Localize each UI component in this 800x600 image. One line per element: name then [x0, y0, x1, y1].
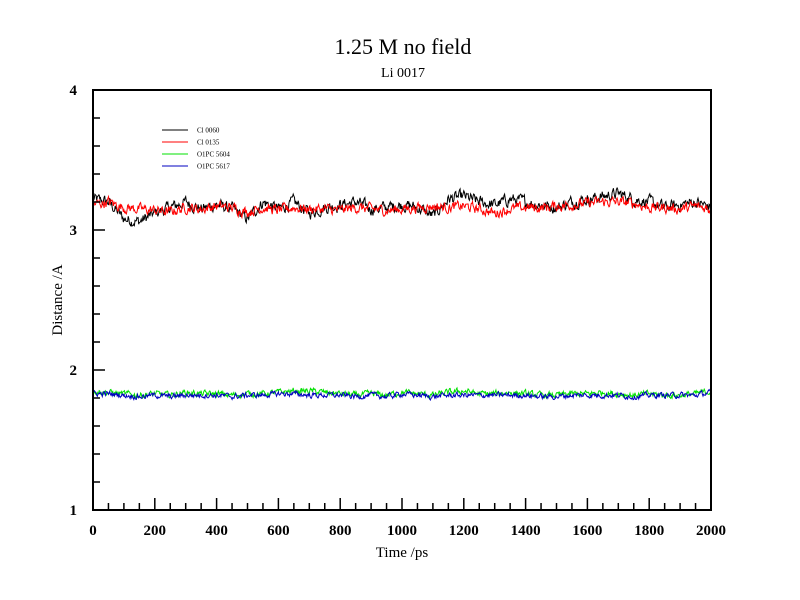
y-tick-label: 1: [70, 503, 78, 519]
x-axis-label: Time /ps: [376, 545, 429, 561]
y-tick-label: 3: [70, 223, 78, 239]
series-line-2: [92, 194, 712, 220]
chart-subtitle: Li 0017: [381, 66, 425, 81]
x-tick-label: 2000: [696, 523, 726, 539]
y-axis-label: Distance /A: [50, 264, 66, 335]
x-tick-label: 1200: [449, 523, 479, 539]
x-tick-label: 200: [144, 523, 167, 539]
x-tick-label: 1400: [511, 523, 541, 539]
x-tick-label: 600: [267, 523, 290, 539]
x-tick-label: 400: [205, 523, 228, 539]
x-tick-label: 800: [329, 523, 352, 539]
tick-labels-layer: 0 200 400 600 800 1000 1200 1400 1600 1800 2000 1 2 3…: [70, 83, 727, 539]
x-tick-label: 1000: [387, 523, 417, 539]
series-line-4: [92, 387, 712, 401]
legend-label: O1PC 5617: [197, 163, 230, 171]
ticks-layer: [92, 89, 712, 511]
series-line-1: [92, 186, 712, 228]
plot-frame: [92, 89, 712, 511]
y-tick-label: 4: [70, 83, 78, 99]
legend-label: Cl 0060: [197, 127, 220, 135]
x-tick-label: 0: [89, 523, 97, 539]
x-tick-label: 1600: [572, 523, 602, 539]
series-line-3: [92, 386, 711, 400]
x-tick-label: 1800: [634, 523, 664, 539]
chart-title: 1.25 M no field: [335, 34, 472, 59]
legend-label: Cl 0135: [197, 139, 220, 147]
y-tick-label: 2: [70, 363, 78, 379]
legend-label: O1PC 5604: [197, 151, 230, 159]
legend: Cl 0060 Cl 0135 O1PC 5604 O1PC 5617: [162, 127, 230, 171]
series-layer: [92, 186, 712, 401]
